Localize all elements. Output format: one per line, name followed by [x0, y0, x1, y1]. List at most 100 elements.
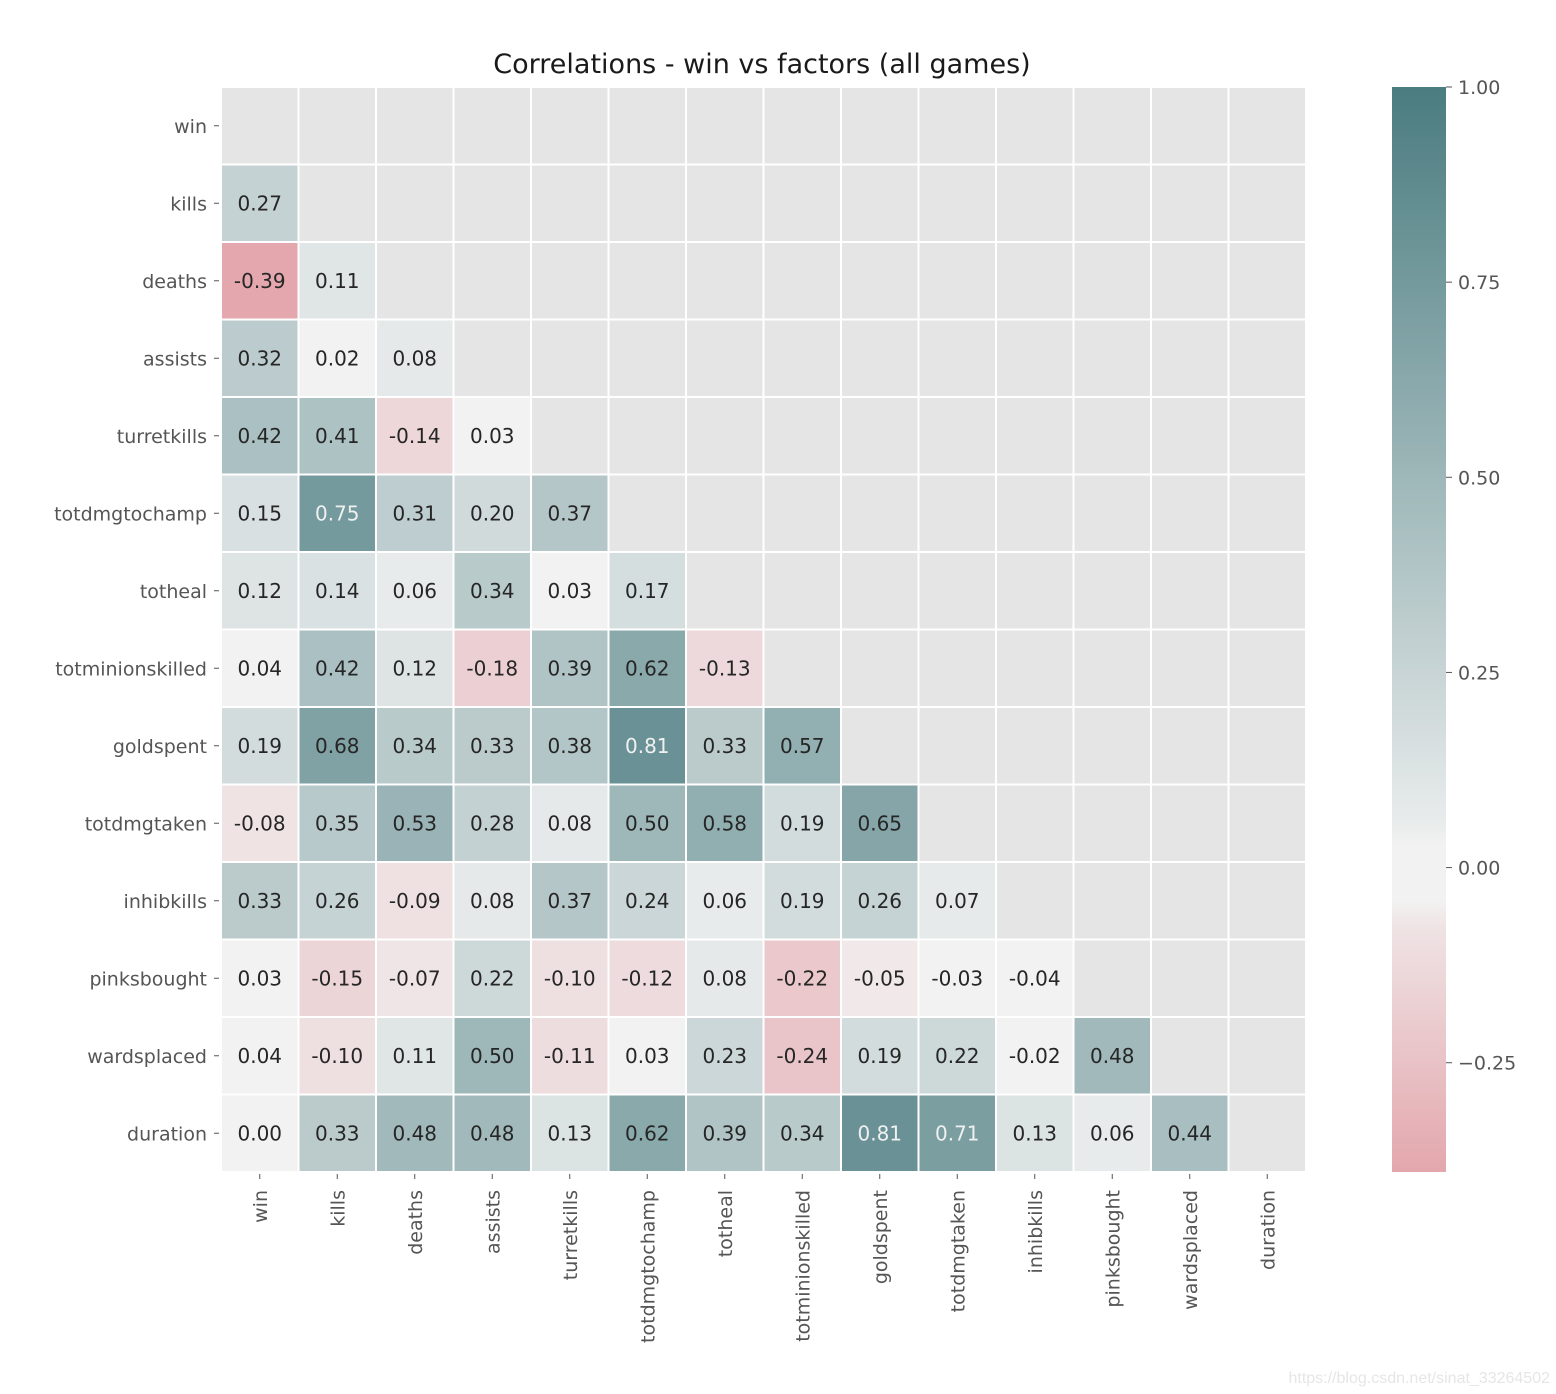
heatmap-cell — [299, 708, 375, 784]
cell-value-label: 0.04 — [237, 656, 282, 680]
masked-cell — [687, 475, 763, 551]
cell-value-label: 0.34 — [392, 734, 437, 758]
masked-cell — [1152, 863, 1228, 939]
heatmap-cell — [532, 940, 608, 1016]
heatmap-cell — [532, 785, 608, 861]
heatmap-cell — [609, 708, 685, 784]
heatmap-cell — [222, 398, 298, 474]
cell-value-label: 0.62 — [625, 1121, 670, 1145]
y-tick-label: totdmgtaken — [85, 813, 207, 835]
y-tick-label: totminionskilled — [55, 658, 207, 680]
cell-value-label: 0.58 — [702, 811, 747, 835]
cell-value-label: 0.19 — [237, 734, 282, 758]
x-axis: win kills deaths assists turretkills totdmgto… — [250, 1174, 1279, 1343]
masked-cell — [687, 320, 763, 396]
cell-value-label: 0.11 — [315, 269, 360, 293]
cell-value-label: -0.39 — [234, 269, 286, 293]
masked-cell — [1229, 398, 1305, 474]
cell-value-label: 0.44 — [1167, 1121, 1212, 1145]
x-tick-label: assists — [482, 1190, 504, 1254]
masked-cell — [1229, 553, 1305, 629]
heatmap-cell — [454, 785, 530, 861]
y-tick-label: kills — [170, 193, 207, 215]
cell-value-label: 0.23 — [702, 1044, 747, 1068]
heatmap-cell — [299, 940, 375, 1016]
x-tick-label: totdmgtaken — [947, 1190, 969, 1312]
masked-cell — [997, 630, 1073, 706]
cell-value-label: -0.10 — [311, 1044, 363, 1068]
cell-value-label: 0.24 — [625, 889, 670, 913]
cell-value-label: 0.68 — [315, 734, 360, 758]
heatmap-cell — [1074, 1018, 1150, 1094]
cell-value-label: 0.26 — [857, 889, 902, 913]
masked-cell — [997, 88, 1073, 164]
colorbar-tick-label: 0.25 — [1458, 662, 1500, 684]
heatmap-cell — [842, 1095, 918, 1171]
heatmap-cell — [222, 1018, 298, 1094]
masked-cell — [687, 88, 763, 164]
heatmap-cell — [764, 785, 840, 861]
cell-value-label: 0.19 — [857, 1044, 902, 1068]
masked-cell — [764, 88, 840, 164]
masked-cell — [1152, 243, 1228, 319]
masked-cell — [1074, 708, 1150, 784]
masked-cell — [609, 398, 685, 474]
cell-value-label: -0.12 — [621, 966, 673, 990]
heatmap-cell — [377, 708, 453, 784]
masked-cell — [764, 165, 840, 241]
heatmap-cell — [764, 863, 840, 939]
heatmap-cell — [764, 1018, 840, 1094]
y-tick-label: totdmgtochamp — [54, 503, 207, 525]
cell-value-label: -0.10 — [544, 966, 596, 990]
heatmap-cell — [532, 863, 608, 939]
heatmap-cell — [532, 708, 608, 784]
masked-cell — [842, 475, 918, 551]
colorbar-tick-label: 1.00 — [1458, 77, 1500, 99]
heatmap-cell — [222, 165, 298, 241]
watermark: https://blog.csdn.net/sinat_33264502 — [1288, 1370, 1550, 1387]
heatmap-cell — [997, 940, 1073, 1016]
masked-cell — [997, 398, 1073, 474]
chart-title: Correlations - win vs factors (all games… — [493, 49, 1030, 80]
masked-cell — [609, 243, 685, 319]
heatmap-cell — [454, 863, 530, 939]
heatmap-cell — [222, 320, 298, 396]
masked-cell — [1229, 708, 1305, 784]
cell-value-label: 0.08 — [392, 346, 437, 370]
cell-value-label: -0.24 — [776, 1044, 828, 1068]
cell-value-label: 0.04 — [237, 1044, 282, 1068]
masked-cell — [842, 320, 918, 396]
masked-cell — [764, 630, 840, 706]
cell-value-label: 0.27 — [237, 191, 282, 215]
masked-cell — [842, 398, 918, 474]
cell-value-label: 0.28 — [470, 811, 515, 835]
masked-cell — [842, 88, 918, 164]
masked-cell — [687, 553, 763, 629]
masked-cell — [1152, 630, 1228, 706]
heatmap-cell — [1152, 1095, 1228, 1171]
masked-cell — [1229, 165, 1305, 241]
masked-cell — [997, 243, 1073, 319]
heatmap-cell — [919, 863, 995, 939]
cell-value-label: -0.15 — [311, 966, 363, 990]
heatmap-cell — [377, 863, 453, 939]
heatmap-cell — [454, 708, 530, 784]
cell-value-label: 0.07 — [935, 889, 980, 913]
cell-value-label: 0.71 — [935, 1121, 980, 1145]
cell-value-label: 0.14 — [315, 579, 360, 603]
masked-cell — [454, 243, 530, 319]
masked-cell — [1152, 475, 1228, 551]
y-tick-label: goldspent — [113, 736, 207, 758]
masked-cell — [997, 553, 1073, 629]
heatmap-cell — [454, 398, 530, 474]
masked-cell — [609, 88, 685, 164]
cell-value-label: -0.07 — [389, 966, 441, 990]
masked-cell — [1229, 88, 1305, 164]
masked-cell — [842, 630, 918, 706]
masked-cell — [1152, 320, 1228, 396]
cell-value-label: 0.50 — [625, 811, 670, 835]
x-tick-label: win — [250, 1190, 272, 1223]
heatmap-cell — [687, 630, 763, 706]
masked-cell — [919, 630, 995, 706]
